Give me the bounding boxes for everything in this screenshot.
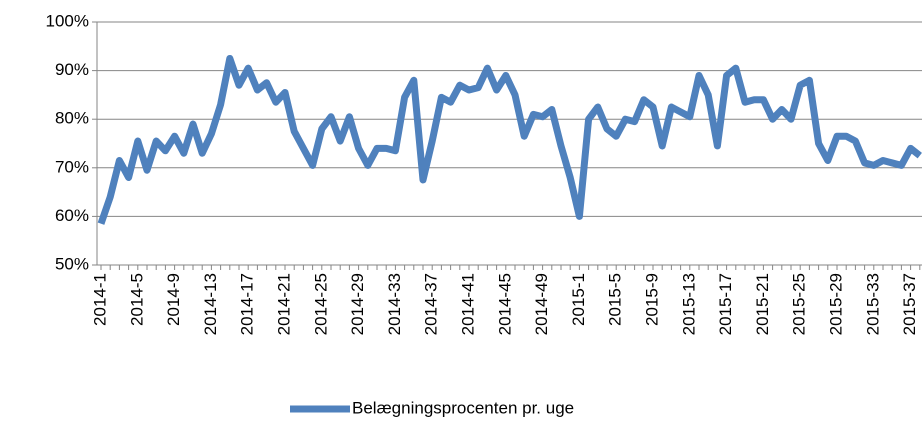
x-tick-label: 2015-13 [679, 273, 698, 335]
y-tick-label: 50% [55, 254, 89, 273]
x-tick-label: 2014-37 [422, 273, 441, 335]
x-tick-label: 2014-5 [127, 273, 146, 326]
x-tick-label: 2015-33 [863, 273, 882, 335]
y-tick-label: 80% [55, 109, 89, 128]
x-tick-label: 2014-17 [238, 273, 257, 335]
x-tick-label: 2014-29 [348, 273, 367, 335]
x-tick-label: 2014-21 [274, 273, 293, 335]
x-tick-label: 2014-41 [458, 273, 477, 335]
x-tick-label: 2015-37 [900, 273, 919, 335]
x-tick-label: 2014-1 [90, 273, 109, 326]
x-tick-label: 2014-25 [311, 273, 330, 335]
x-tick-label: 2015-1 [569, 273, 588, 326]
data-line [97, 54, 922, 225]
legend-label: Belægningsprocenten pr. uge [352, 398, 574, 417]
x-tick-label: 2015-9 [642, 273, 661, 326]
x-tick-label: 2014-9 [164, 273, 183, 326]
x-tick-label: 2015-17 [716, 273, 735, 335]
y-tick-label: 60% [55, 206, 89, 225]
y-tick-label: 70% [55, 157, 89, 176]
y-tick-label: 90% [55, 60, 89, 79]
x-tick-label: 2014-13 [201, 273, 220, 335]
x-tick-label: 2014-49 [532, 273, 551, 335]
y-tick-label: 100% [46, 11, 89, 30]
x-tick-label: 2015-25 [790, 273, 809, 335]
x-tick-label: 2015-29 [826, 273, 845, 335]
x-tick-label: 2015-5 [606, 273, 625, 326]
x-tick-label: 2015-21 [753, 273, 772, 335]
x-tick-label: 2014-45 [495, 273, 514, 335]
x-tick-label: 2014-33 [385, 273, 404, 335]
